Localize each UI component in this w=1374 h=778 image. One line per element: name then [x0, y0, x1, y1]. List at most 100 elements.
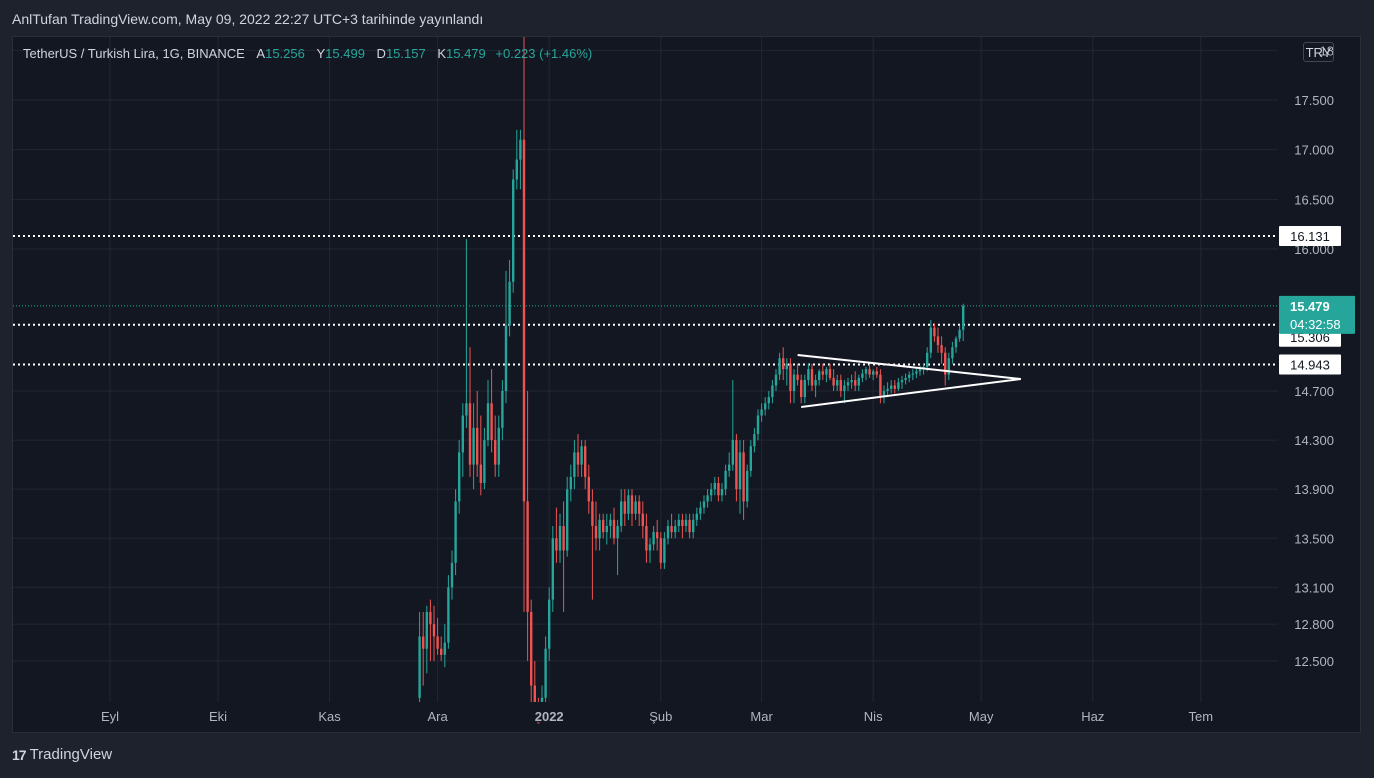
candle-body [695, 513, 698, 520]
candle [630, 489, 634, 526]
candle-body [706, 495, 709, 502]
candle [893, 380, 896, 394]
candle [774, 369, 778, 391]
candle [573, 440, 576, 490]
candle [659, 532, 662, 569]
y-tick-label: 16.500 [1294, 192, 1334, 207]
candle [890, 380, 893, 394]
candle-body [573, 452, 576, 477]
candle [616, 519, 619, 576]
candle [756, 409, 760, 441]
candle-body [648, 544, 652, 551]
candle [767, 391, 770, 410]
y-tick-label: 14.300 [1294, 433, 1334, 448]
candle [864, 366, 868, 381]
triangle-lower-line [801, 377, 1021, 408]
candle-body [836, 380, 839, 386]
candle [558, 513, 562, 563]
candle-body [566, 489, 569, 551]
candle-body [494, 440, 497, 465]
candle [537, 697, 540, 724]
candle-body [468, 403, 472, 465]
candle [810, 363, 814, 391]
candle-body [612, 519, 616, 539]
candle [911, 369, 914, 381]
candle-body [443, 642, 446, 655]
candle-body [515, 159, 518, 180]
candle [526, 391, 529, 661]
tradingview-logo[interactable]: 17 TradingView [12, 746, 112, 763]
candle [530, 599, 533, 702]
change-value: +0.223 (+1.46%) [495, 46, 593, 61]
y-tick-label: 14.700 [1294, 384, 1334, 399]
symbol-legend[interactable]: TetherUS / Turkish Lira, 1G, BINANCE A15… [23, 46, 592, 61]
candle-body [692, 519, 695, 533]
candle [782, 347, 785, 381]
candle [936, 327, 940, 353]
candle-body [418, 636, 421, 698]
x-tick-label: Kas [318, 709, 341, 724]
low-value: 15.157 [385, 46, 426, 61]
candle [875, 366, 878, 378]
candle [490, 369, 493, 453]
candle [882, 385, 886, 404]
time-axis[interactable]: Eyl Eki Kas Ara 2022 Şub Mar Nis May Haz Tem [101, 709, 1213, 724]
chart-frame[interactable] [12, 36, 1361, 733]
candle [648, 538, 652, 563]
candle-body [843, 385, 846, 391]
candle [638, 495, 641, 526]
candle-body [670, 526, 673, 533]
candle-body [774, 374, 778, 386]
candle-body [731, 440, 734, 465]
last-price-countdown: 04:32:58 [1290, 317, 1341, 332]
candle [497, 415, 500, 477]
candle-body [850, 380, 853, 383]
candle-body [656, 532, 659, 539]
candle [695, 507, 698, 526]
candle-body [702, 501, 706, 508]
candle-body [461, 415, 464, 453]
candle [584, 440, 587, 490]
candle-body [497, 427, 500, 465]
x-tick-label: Tem [1189, 709, 1214, 724]
candle [620, 489, 623, 533]
level-label-14943: 14.943 [1279, 354, 1341, 375]
currency-button[interactable]: TRY [1303, 42, 1334, 62]
open-value: 15.256 [265, 46, 305, 61]
candle-body [674, 526, 677, 533]
x-tick-label: Eyl [101, 709, 119, 724]
candle [720, 483, 724, 502]
grid-lines [13, 37, 1278, 702]
candle [422, 611, 425, 686]
candle-body [717, 483, 720, 496]
candle-body [486, 403, 490, 441]
candle [861, 369, 864, 383]
candle [458, 440, 461, 514]
candle [440, 636, 443, 661]
y-tick-label: 13.500 [1294, 531, 1334, 546]
candle [778, 352, 781, 381]
candle-body [886, 388, 889, 391]
candle [512, 169, 515, 293]
last-price-badge-bg [1279, 295, 1355, 334]
open-label: A [256, 46, 266, 61]
x-tick-label: Nis [864, 709, 883, 724]
candle-body [645, 526, 648, 551]
candle [789, 358, 792, 404]
candle [944, 347, 947, 386]
candle-body [962, 305, 965, 330]
price-axis[interactable]: 1817.50017.00016.50016.00014.70014.30013… [1294, 43, 1334, 669]
candle-body [893, 385, 896, 389]
candle [800, 374, 803, 404]
candle [605, 513, 608, 545]
candle [501, 380, 504, 441]
candle-body [472, 427, 475, 465]
candle-body [436, 636, 439, 649]
candle [472, 403, 475, 490]
candle-body [785, 363, 788, 370]
candle-body [620, 501, 623, 526]
candle-body [936, 336, 940, 346]
candle-body [483, 440, 486, 484]
x-tick-label: Haz [1081, 709, 1104, 724]
